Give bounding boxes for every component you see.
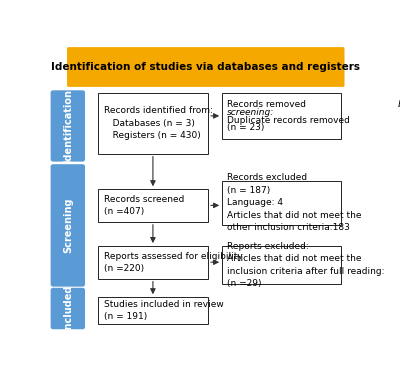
FancyBboxPatch shape bbox=[67, 47, 344, 87]
Text: Records excluded
(n = 187)
Language: 4
Articles that did not meet the
other incl: Records excluded (n = 187) Language: 4 A… bbox=[227, 173, 361, 232]
Text: Screening: Screening bbox=[63, 198, 73, 253]
Text: before: before bbox=[398, 100, 400, 108]
Text: Duplicate records removed: Duplicate records removed bbox=[227, 115, 350, 124]
Text: Records removed: Records removed bbox=[227, 100, 308, 108]
Text: (n = 23): (n = 23) bbox=[227, 124, 264, 132]
Text: Identification: Identification bbox=[63, 89, 73, 163]
Text: Included: Included bbox=[63, 285, 73, 332]
Text: Records identified from:
   Databases (n = 3)
   Registers (n = 430): Records identified from: Databases (n = … bbox=[104, 106, 212, 140]
FancyBboxPatch shape bbox=[51, 164, 85, 287]
FancyBboxPatch shape bbox=[51, 288, 85, 329]
FancyBboxPatch shape bbox=[222, 246, 342, 284]
FancyBboxPatch shape bbox=[222, 93, 342, 139]
FancyBboxPatch shape bbox=[98, 189, 208, 222]
FancyBboxPatch shape bbox=[51, 90, 85, 162]
FancyBboxPatch shape bbox=[98, 297, 208, 324]
Text: Reports assessed for eligibility
(n =220): Reports assessed for eligibility (n =220… bbox=[104, 252, 242, 273]
Text: Identification of studies via databases and registers: Identification of studies via databases … bbox=[51, 62, 360, 72]
FancyBboxPatch shape bbox=[222, 181, 342, 225]
Text: screening:: screening: bbox=[227, 107, 274, 117]
Text: Studies included in review
(n = 191): Studies included in review (n = 191) bbox=[104, 300, 223, 321]
Text: Records screened
(n =407): Records screened (n =407) bbox=[104, 195, 184, 216]
FancyBboxPatch shape bbox=[98, 93, 208, 154]
Text: Reports excluded:
Articles that did not meet the
inclusion criteria after full r: Reports excluded: Articles that did not … bbox=[227, 242, 384, 289]
FancyBboxPatch shape bbox=[98, 246, 208, 279]
